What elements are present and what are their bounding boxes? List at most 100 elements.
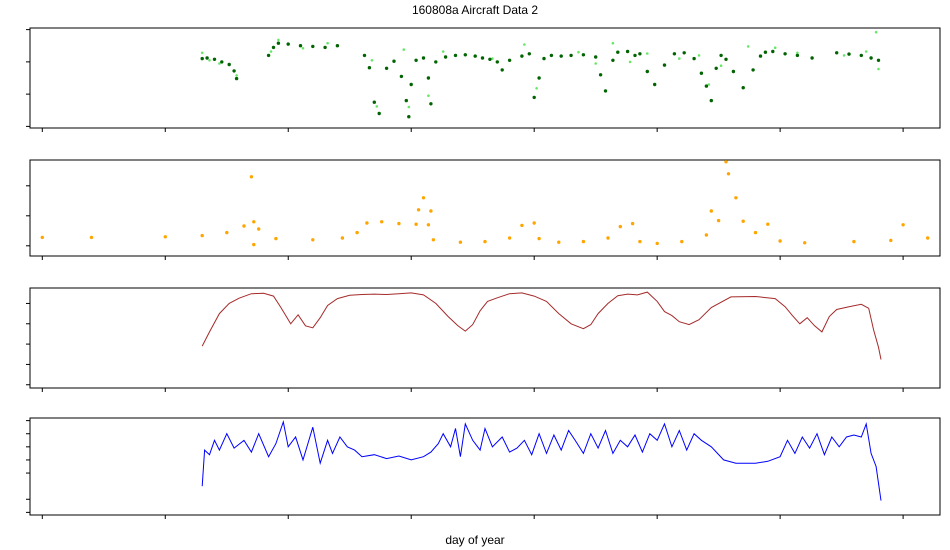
data-point-sa-current: [89, 235, 94, 240]
plot-frame: [29, 287, 941, 389]
data-point-apo-raw: [646, 52, 649, 55]
data-point-apo-avg: [480, 56, 485, 60]
data-point-apo-avg: [323, 45, 327, 50]
data-point-apo-raw: [719, 64, 723, 67]
data-point-apo-avg: [692, 56, 696, 61]
data-point-apo-avg: [662, 63, 667, 67]
data-point-apo-raw: [577, 50, 580, 54]
data-point-sa-current-spikes: [709, 209, 713, 213]
plot-frame: [29, 27, 941, 129]
data-point-sa-current: [557, 240, 561, 244]
data-point-apo-avg: [625, 49, 630, 54]
data-point-apo-avg: [633, 53, 637, 58]
data-point-sa-current: [638, 239, 642, 244]
data-point-apo-avg: [876, 58, 881, 62]
data-point-apo-raw: [427, 94, 430, 97]
data-point-apo-avg: [372, 100, 376, 104]
data-point-apo-avg: [298, 44, 303, 48]
data-point-apo-avg: [527, 52, 531, 56]
plot-area: [201, 419, 882, 501]
data-point-apo-avg: [335, 44, 340, 48]
data-point-apo-raw: [407, 105, 411, 109]
data-point-apo-avg: [414, 58, 418, 62]
data-point-sa-current: [355, 230, 359, 235]
data-point-apo-avg: [200, 56, 204, 61]
data-point-apo-avg: [714, 66, 718, 71]
data-point-sa-current-spikes: [753, 230, 758, 235]
data-point-sa-current: [200, 233, 204, 238]
data-point-apo-avg: [429, 102, 433, 106]
data-point-sa-current: [532, 221, 536, 225]
data-point-apo-raw: [678, 57, 681, 60]
data-point-apo-avg: [507, 58, 512, 62]
data-point-sa-current-spikes: [734, 196, 738, 200]
data-point-sa-current: [630, 221, 635, 226]
data-point-sa-current: [926, 236, 930, 240]
data-point-sa-current: [520, 223, 524, 228]
data-point-sa-current: [40, 235, 44, 240]
data-point-sa-current: [778, 239, 782, 243]
data-point-apo-raw: [535, 87, 538, 90]
x-axis-label: day of year: [445, 533, 504, 547]
data-point-apo-avg: [463, 53, 467, 57]
data-point-apo-raw: [594, 62, 597, 65]
data-point-apo-avg: [653, 82, 657, 87]
data-point-apo-avg: [495, 60, 499, 64]
series-line-tas: [201, 291, 882, 360]
data-point-apo-raw: [842, 54, 846, 57]
data-point-sa-current-spikes: [901, 223, 905, 227]
data-point-apo-avg: [271, 45, 276, 50]
data-point-apo-raw: [796, 51, 799, 55]
data-point-apo-avg: [709, 98, 713, 103]
data-point-apo-avg: [220, 60, 224, 64]
data-point-apo-avg: [266, 53, 271, 58]
data-point-apo-raw: [326, 41, 329, 45]
data-point-apo-avg: [682, 51, 686, 55]
data-point-apo-raw: [523, 43, 526, 46]
data-point-apo-avg: [488, 57, 492, 61]
panel-tas: [26, 287, 941, 392]
data-point-apo-raw: [402, 48, 406, 51]
data-point-apo-avg: [407, 115, 411, 119]
data-point-sa-current: [618, 224, 622, 229]
data-point-sa-current-spikes: [429, 209, 433, 213]
data-point-apo-raw: [208, 59, 211, 62]
data-point-apo-avg: [569, 53, 573, 58]
data-point-apo-avg: [234, 76, 239, 81]
data-point-apo-avg: [603, 89, 608, 93]
plot-frame: [29, 417, 941, 516]
data-point-apo-avg: [286, 42, 290, 46]
data-point-apo-raw: [707, 83, 711, 86]
data-point-apo-raw: [235, 74, 238, 77]
data-point-apo-avg: [699, 71, 704, 75]
data-point-apo-raw: [269, 50, 273, 53]
panel-apo: [26, 27, 941, 132]
data-point-apo-avg: [500, 68, 504, 72]
data-point-apo-avg: [783, 52, 787, 56]
data-point-apo-avg: [638, 52, 642, 56]
data-point-apo-avg: [384, 66, 389, 71]
data-point-apo-raw: [746, 45, 750, 48]
data-point-apo-avg: [473, 54, 477, 58]
data-point-apo-avg: [205, 56, 209, 60]
data-point-apo-raw: [370, 59, 374, 62]
data-point-sa-current: [252, 220, 256, 224]
data-point-apo-avg: [645, 69, 649, 74]
data-point-apo-avg: [392, 59, 396, 63]
data-point-sa-current: [340, 236, 345, 240]
data-point-apo-avg: [763, 50, 768, 54]
data-point-apo-raw: [200, 51, 204, 55]
panel-q: [26, 417, 941, 519]
data-point-sa-current: [242, 224, 246, 228]
data-point-apo-avg: [741, 86, 745, 90]
data-point-apo-avg: [771, 49, 775, 54]
figure-title: 160808a Aircraft Data 2: [412, 3, 538, 17]
data-point-apo-avg: [616, 50, 620, 54]
data-point-apo-avg: [362, 53, 367, 58]
data-point-apo-avg: [611, 58, 615, 62]
data-point-apo-avg: [719, 53, 723, 58]
plot-area: [200, 30, 881, 119]
data-point-sa-current: [680, 239, 684, 244]
data-point-sa-current-spikes: [249, 175, 254, 179]
